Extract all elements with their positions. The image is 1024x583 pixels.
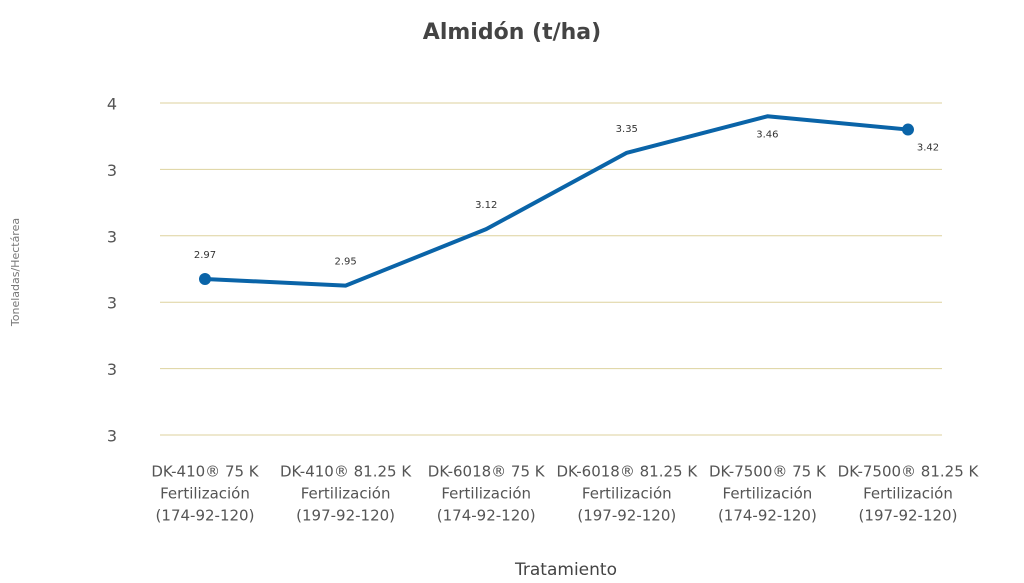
x-tick-label: (197-92-120) xyxy=(296,507,395,525)
x-tick-label: Fertilización xyxy=(441,485,531,503)
data-line xyxy=(204,114,909,288)
y-axis-title: Toneladas/Hectárea xyxy=(9,218,22,327)
y-tick-label: 3 xyxy=(107,427,117,446)
data-label: 2.95 xyxy=(334,257,356,268)
x-axis-title: Tratamiento xyxy=(514,560,617,580)
x-tick-label: Fertilización xyxy=(160,485,250,503)
x-tick-label: DK-7500® 81.25 K xyxy=(838,463,980,481)
y-tick-label: 3 xyxy=(107,360,117,379)
x-tick-label: DK-6018® 81.25 K xyxy=(556,463,698,481)
x-tick-label: Fertilización xyxy=(863,485,953,503)
x-tick-label: Fertilización xyxy=(723,485,813,503)
y-tick-label: 3 xyxy=(107,161,117,180)
y-tick-label: 4 xyxy=(107,95,117,114)
y-tick-label: 3 xyxy=(107,294,117,313)
x-tick-label: Fertilización xyxy=(582,485,672,503)
x-tick-label: DK-410® 81.25 K xyxy=(280,463,412,481)
end-marker xyxy=(199,272,211,285)
chart-title: Almidón (t/ha) xyxy=(423,20,601,45)
data-label: 2.97 xyxy=(194,250,216,261)
y-tick-label: 3 xyxy=(107,227,117,246)
x-tick-label: (174-92-120) xyxy=(437,507,536,525)
x-tick-label: DK-7500® 75 K xyxy=(709,463,827,481)
data-label: 3.46 xyxy=(756,129,778,140)
x-tick-label: Fertilización xyxy=(301,485,391,503)
data-label: 3.35 xyxy=(616,124,638,135)
end-marker xyxy=(902,123,914,136)
x-tick-label: (197-92-120) xyxy=(859,507,958,525)
x-tick-label: (174-92-120) xyxy=(718,507,817,525)
data-label: 3.12 xyxy=(475,200,497,211)
data-label: 3.42 xyxy=(917,143,939,154)
x-tick-label: (174-92-120) xyxy=(156,507,255,525)
x-tick-label: DK-6018® 75 K xyxy=(428,463,546,481)
x-tick-label: DK-410® 75 K xyxy=(151,463,259,481)
x-tick-label: (197-92-120) xyxy=(577,507,676,525)
